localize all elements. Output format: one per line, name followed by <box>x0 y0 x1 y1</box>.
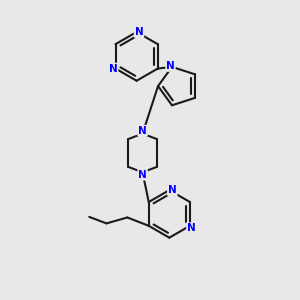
Text: N: N <box>135 27 143 37</box>
Text: N: N <box>187 223 196 233</box>
Text: N: N <box>166 61 175 71</box>
Text: N: N <box>138 170 147 180</box>
Text: N: N <box>138 126 147 136</box>
Text: N: N <box>109 64 118 74</box>
Text: N: N <box>168 185 177 195</box>
